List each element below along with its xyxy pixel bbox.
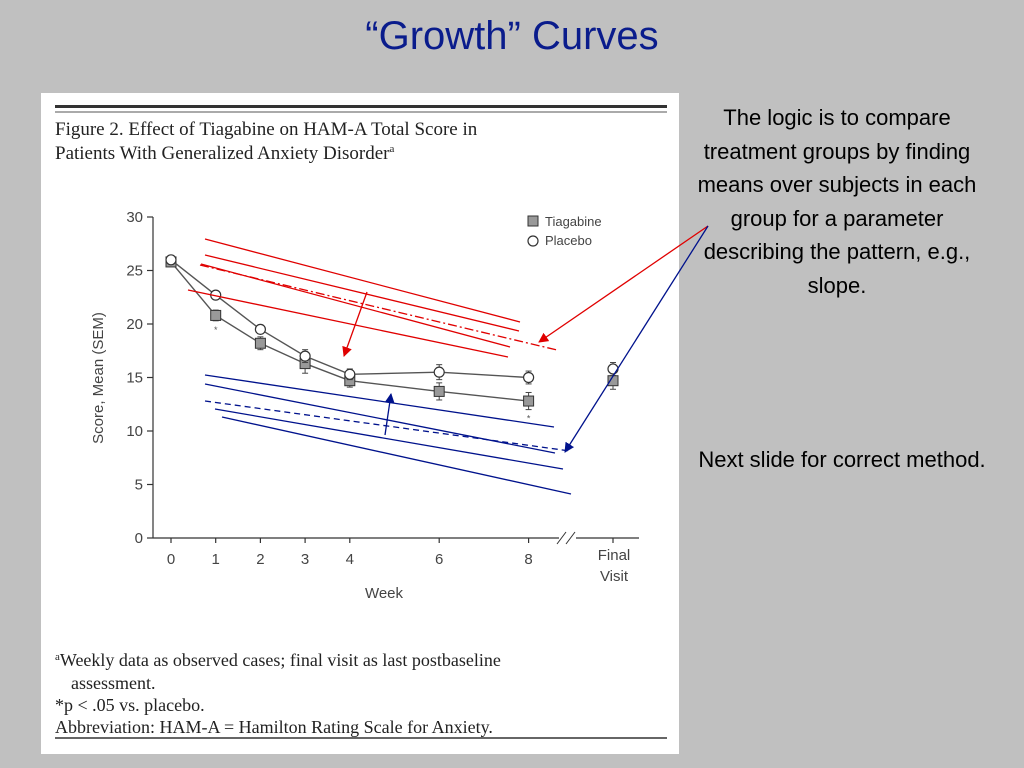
x-ticks: 0 1 2 3 4 6 8 <box>167 538 614 568</box>
footnote-a-line1: aWeekly data as observed cases; final vi… <box>55 650 501 670</box>
final-visit-label-line2: Visit <box>600 568 629 585</box>
placebo-point <box>299 350 311 362</box>
placebo-series-line <box>170 259 529 379</box>
tiagabine-point <box>254 337 266 349</box>
y-tick-label: 25 <box>126 263 143 280</box>
legend-tiagabine: Tiagabine <box>545 214 602 229</box>
placebo-point <box>165 254 177 266</box>
top-rule <box>55 105 667 108</box>
figure-panel: Figure 2. Effect of Tiagabine on HAM-A T… <box>41 93 679 754</box>
tiagabine-point <box>433 385 445 397</box>
annotation-text: The logic is to compare treatment groups… <box>697 105 977 298</box>
y-ticks: 0 5 10 15 20 25 30 <box>126 209 153 547</box>
slide-title: “Growth” Curves <box>365 14 659 58</box>
legend-placebo: Placebo <box>545 233 592 248</box>
x-tick-label: 6 <box>435 551 443 568</box>
x-tick-label: 4 <box>346 551 354 568</box>
x-tick-label: 1 <box>212 551 220 568</box>
placebo-point <box>433 366 445 378</box>
placebo-point <box>254 323 266 335</box>
significance-marker: * <box>527 414 531 424</box>
y-tick-label: 20 <box>126 316 143 333</box>
axis-break-mark-1 <box>556 531 567 545</box>
tiagabine-point <box>210 309 222 321</box>
tiagabine-point <box>607 375 619 387</box>
tiagabine-point <box>523 395 535 407</box>
y-tick-label: 0 <box>135 530 143 547</box>
placebo-point <box>523 371 535 384</box>
figure-caption-line2: Patients With Generalized Anxiety Disord… <box>55 143 394 164</box>
axis-break-mark-2 <box>565 531 576 545</box>
x-tick-label: 2 <box>256 551 264 568</box>
series-layer: ** <box>165 254 619 424</box>
next-slide-note: Next slide for correct method. <box>698 447 986 472</box>
figure-caption-line1: Figure 2. Effect of Tiagabine on HAM-A T… <box>55 119 478 140</box>
y-tick-label: 5 <box>135 477 143 494</box>
placebo-point <box>344 368 356 380</box>
y-tick-label: 30 <box>126 209 143 226</box>
legend-square-marker <box>527 215 539 227</box>
footnote-abbreviation: Abbreviation: HAM-A = Hamilton Rating Sc… <box>55 717 493 737</box>
placebo-point <box>607 363 619 375</box>
y-axis-title: Score, Mean (SEM) <box>90 312 107 444</box>
footnote-significance: *p < .05 vs. placebo. <box>55 695 205 715</box>
significance-marker: * <box>214 325 218 335</box>
footnote-a-line2: assessment. <box>71 673 156 693</box>
figure-svg: Figure 2. Effect of Tiagabine on HAM-A T… <box>55 105 667 739</box>
x-tick-label: 3 <box>301 551 309 568</box>
x-axis-title: Week <box>365 585 404 602</box>
x-tick-label: 8 <box>524 551 532 568</box>
y-tick-label: 15 <box>126 370 143 387</box>
y-tick-label: 10 <box>126 423 143 440</box>
final-visit-label-line1: Final <box>598 547 631 564</box>
legend-circle-marker <box>527 235 539 247</box>
x-tick-label: 0 <box>167 551 175 568</box>
placebo-point <box>210 289 222 301</box>
